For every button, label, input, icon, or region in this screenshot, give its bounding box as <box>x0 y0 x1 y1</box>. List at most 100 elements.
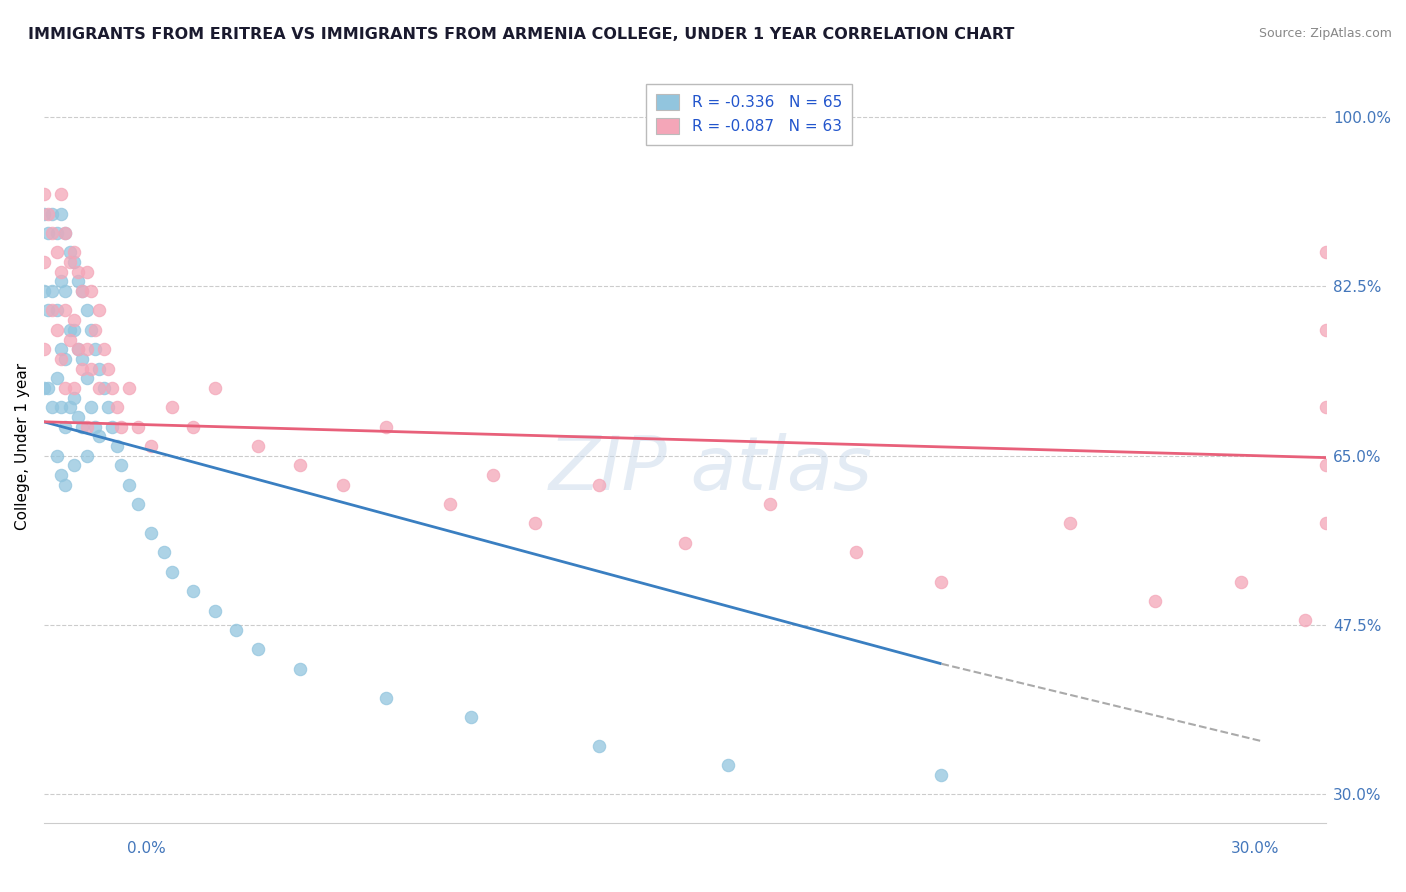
Point <box>246 439 269 453</box>
Point <box>127 497 149 511</box>
Point <box>58 323 80 337</box>
Point <box>588 477 610 491</box>
Point <box>1059 516 1081 531</box>
Point <box>41 226 63 240</box>
Point <box>105 401 128 415</box>
Point <box>1294 613 1316 627</box>
Point <box>139 526 162 541</box>
Point <box>41 284 63 298</box>
Point <box>76 371 98 385</box>
Point <box>152 545 174 559</box>
Point <box>139 439 162 453</box>
Point <box>118 477 141 491</box>
Point <box>49 351 72 366</box>
Point <box>58 333 80 347</box>
Point <box>76 303 98 318</box>
Point <box>72 351 94 366</box>
Point <box>49 275 72 289</box>
Point <box>127 419 149 434</box>
Point <box>62 458 84 473</box>
Text: ZIP atlas: ZIP atlas <box>548 433 873 505</box>
Point <box>49 342 72 356</box>
Point <box>72 284 94 298</box>
Point <box>32 187 55 202</box>
Point <box>49 468 72 483</box>
Point <box>80 361 103 376</box>
Point <box>160 401 183 415</box>
Point <box>118 381 141 395</box>
Point <box>62 313 84 327</box>
Point <box>290 662 312 676</box>
Point <box>58 255 80 269</box>
Point <box>37 207 59 221</box>
Point <box>374 690 396 705</box>
Point <box>45 226 67 240</box>
Point <box>41 401 63 415</box>
Text: IMMIGRANTS FROM ERITREA VS IMMIGRANTS FROM ARMENIA COLLEGE, UNDER 1 YEAR CORRELA: IMMIGRANTS FROM ERITREA VS IMMIGRANTS FR… <box>28 27 1015 42</box>
Point <box>1315 323 1337 337</box>
Point <box>45 303 67 318</box>
Point <box>84 342 107 356</box>
Point <box>89 361 111 376</box>
Point <box>53 284 76 298</box>
Legend: R = -0.336   N = 65, R = -0.087   N = 63: R = -0.336 N = 65, R = -0.087 N = 63 <box>645 84 852 145</box>
Point <box>89 381 111 395</box>
Point <box>37 381 59 395</box>
Point <box>72 419 94 434</box>
Point <box>32 342 55 356</box>
Point <box>62 323 84 337</box>
Point <box>49 207 72 221</box>
Point <box>290 458 312 473</box>
Point <box>32 207 55 221</box>
Point <box>72 361 94 376</box>
Point <box>183 419 205 434</box>
Point <box>1315 401 1337 415</box>
Point <box>37 226 59 240</box>
Point <box>41 207 63 221</box>
Point <box>32 381 55 395</box>
Point <box>204 381 226 395</box>
Point <box>76 449 98 463</box>
Point <box>53 226 76 240</box>
Y-axis label: College, Under 1 year: College, Under 1 year <box>15 362 30 530</box>
Point <box>53 419 76 434</box>
Point <box>62 381 84 395</box>
Point <box>80 401 103 415</box>
Point <box>439 497 461 511</box>
Point <box>45 323 67 337</box>
Point <box>89 303 111 318</box>
Point <box>58 401 80 415</box>
Point <box>67 409 90 424</box>
Point <box>76 342 98 356</box>
Point <box>93 381 115 395</box>
Point <box>845 545 868 559</box>
Point <box>101 381 124 395</box>
Point <box>105 439 128 453</box>
Point <box>524 516 547 531</box>
Point <box>1229 574 1251 589</box>
Point <box>1315 458 1337 473</box>
Point <box>204 603 226 617</box>
Point <box>931 574 953 589</box>
Point <box>183 584 205 599</box>
Point <box>53 477 76 491</box>
Point <box>76 265 98 279</box>
Point <box>72 284 94 298</box>
Point <box>53 351 76 366</box>
Point <box>1315 245 1337 260</box>
Point <box>53 381 76 395</box>
Point <box>62 391 84 405</box>
Point <box>80 284 103 298</box>
Point <box>673 536 696 550</box>
Point <box>67 342 90 356</box>
Point <box>101 419 124 434</box>
Point <box>32 284 55 298</box>
Point <box>110 419 132 434</box>
Point <box>49 265 72 279</box>
Point <box>97 361 120 376</box>
Point <box>717 758 740 772</box>
Point <box>110 458 132 473</box>
Point <box>89 429 111 443</box>
Point <box>93 342 115 356</box>
Point <box>49 401 72 415</box>
